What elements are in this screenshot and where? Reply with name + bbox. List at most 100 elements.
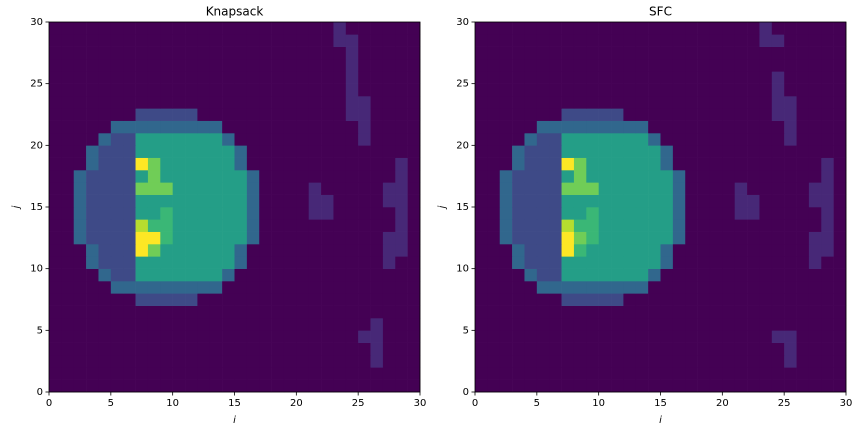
cell (395, 268, 408, 282)
cell (672, 367, 686, 380)
cell (648, 367, 661, 380)
cell (697, 244, 711, 257)
cell (407, 108, 421, 121)
cell (808, 182, 822, 195)
cell (573, 59, 587, 72)
cell (234, 145, 248, 158)
cell (833, 120, 847, 134)
cell (648, 182, 661, 195)
cell (475, 330, 488, 343)
cell (135, 182, 149, 195)
cell (549, 22, 562, 35)
cell (197, 355, 211, 368)
cell (123, 244, 136, 257)
cell (475, 22, 488, 35)
cell (135, 207, 149, 220)
cell (49, 46, 62, 60)
cell (487, 379, 501, 393)
cell (808, 379, 822, 393)
cell (709, 219, 723, 232)
cell (759, 133, 773, 146)
cell (784, 71, 797, 84)
cell (623, 59, 637, 72)
cell (722, 281, 735, 294)
cell (561, 170, 575, 183)
cell (197, 120, 211, 134)
y-tick-label: 5 (463, 325, 469, 336)
cell (98, 96, 112, 109)
cell (407, 293, 421, 306)
cell (333, 46, 347, 60)
cell (747, 256, 760, 269)
cell (147, 268, 161, 282)
cell (611, 219, 624, 232)
cell (697, 293, 711, 306)
cell (246, 71, 260, 84)
cell (370, 71, 384, 84)
cell (635, 281, 649, 294)
cell (382, 96, 396, 109)
cell (722, 305, 735, 319)
cell (660, 34, 674, 47)
cell (635, 256, 649, 269)
cell (512, 59, 525, 72)
cell (86, 22, 99, 35)
cell (382, 133, 396, 146)
cell (747, 59, 760, 72)
cell (147, 170, 161, 183)
cell (246, 182, 260, 195)
cell (524, 133, 538, 146)
cell (722, 83, 735, 97)
cell (123, 71, 136, 84)
cell (185, 244, 198, 257)
cell (771, 355, 785, 368)
cell (586, 219, 599, 232)
cell (747, 120, 760, 134)
cell (833, 83, 847, 97)
cell (771, 367, 785, 380)
cell (234, 59, 248, 72)
cell (549, 219, 562, 232)
cell (524, 355, 538, 368)
cell (283, 355, 297, 368)
cell (370, 268, 384, 282)
cell (407, 268, 421, 282)
cell (697, 355, 711, 368)
cell (833, 22, 847, 35)
cell (61, 71, 75, 84)
cell (358, 367, 371, 380)
cell (370, 379, 384, 393)
cell (86, 34, 99, 47)
cell (345, 342, 359, 356)
cell (160, 194, 173, 208)
cell (697, 194, 711, 208)
cell (259, 256, 272, 269)
cell (833, 170, 847, 183)
cell (271, 71, 285, 84)
cell (648, 59, 661, 72)
cell (821, 170, 834, 183)
cell (598, 194, 612, 208)
cell (86, 96, 99, 109)
cell (160, 182, 173, 195)
cell (685, 219, 698, 232)
cell (370, 367, 384, 380)
cell (147, 355, 161, 368)
cell (395, 330, 408, 343)
cell (722, 342, 735, 356)
cell (358, 281, 371, 294)
cell (561, 96, 575, 109)
cell (697, 281, 711, 294)
cell (549, 182, 562, 195)
cell (147, 244, 161, 257)
cell (722, 231, 735, 245)
cell (345, 355, 359, 368)
cell (345, 330, 359, 343)
cell (475, 120, 488, 134)
cell (234, 157, 248, 171)
cell (722, 120, 735, 134)
cell (110, 194, 124, 208)
cell (709, 268, 723, 282)
cell (685, 34, 698, 47)
